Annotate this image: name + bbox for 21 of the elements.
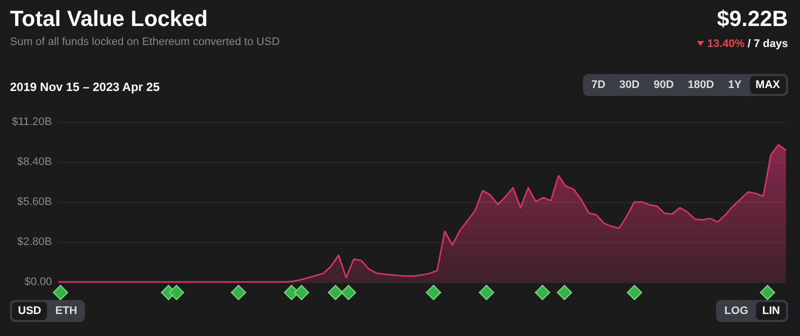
text: 13.40% [707, 38, 745, 50]
text: USD [12, 302, 48, 320]
text: 2019 Nov 15 – 2023 Apr 25 [10, 80, 160, 94]
text: $9.22B [717, 6, 788, 32]
text: 90D [652, 78, 675, 93]
text: 30D [618, 78, 641, 93]
y-tick-label: $0.00 [24, 276, 52, 288]
text: 1Y [727, 78, 743, 93]
y-tick-label: $8.40B [17, 156, 52, 168]
text: / 7 days [748, 38, 788, 50]
y-tick-label: $5.60B [17, 196, 52, 208]
y-tick-label: $11.20B [12, 116, 52, 128]
y-tick-label: $2.80B [17, 236, 52, 248]
chart-subtitle: Sum of all funds locked on Ethereum converted to USD [10, 36, 280, 48]
text: 180D [686, 78, 716, 93]
text: MAX [750, 76, 786, 94]
text: 7D [590, 78, 606, 93]
text: ETH [54, 304, 78, 319]
text: LIN [756, 302, 786, 320]
chart-title: Total Value Locked [10, 6, 208, 32]
text: LOG [723, 304, 750, 319]
